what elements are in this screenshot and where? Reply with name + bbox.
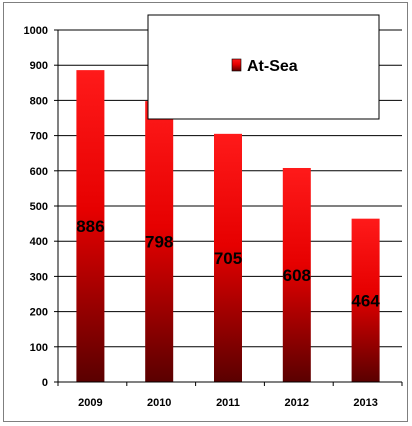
bar-2013 — [351, 218, 380, 382]
data-label-2013: 464 — [351, 291, 380, 310]
y-tick-label: 900 — [30, 60, 48, 72]
y-tick-label: 800 — [30, 95, 48, 107]
bar-2010 — [145, 101, 174, 382]
y-tick-label: 700 — [30, 131, 48, 143]
x-tick-label: 2012 — [285, 397, 309, 409]
y-tick-label: 600 — [30, 166, 48, 178]
legend: At-Sea — [147, 14, 380, 120]
y-tick-label: 100 — [30, 342, 48, 354]
y-tick-label: 500 — [30, 201, 48, 213]
bar-2009 — [76, 70, 105, 383]
y-tick-label: 1000 — [24, 25, 48, 37]
axes: 0 100 200 300 400 500 600 700 800 900 1000 2009 2010… — [24, 25, 403, 409]
data-label-2011: 705 — [214, 249, 242, 268]
x-tick-label: 2011 — [216, 397, 240, 409]
legend-swatch — [231, 58, 242, 72]
y-tick-label: 0 — [42, 377, 48, 389]
legend-label: At-Sea — [247, 58, 298, 75]
bar-2012 — [282, 167, 311, 382]
x-tick-label: 2010 — [147, 397, 171, 409]
data-label-2012: 608 — [283, 266, 311, 285]
data-label-2009: 886 — [76, 217, 104, 236]
y-tick-label: 400 — [30, 236, 48, 248]
y-tick-label: 300 — [30, 271, 48, 283]
legend-box — [147, 14, 380, 120]
data-label-2010: 798 — [145, 233, 173, 252]
x-tick-label: 2013 — [353, 397, 377, 409]
bar-2011 — [214, 133, 242, 382]
bars — [76, 70, 380, 383]
x-tick-label: 2009 — [78, 397, 102, 409]
y-tick-label: 200 — [30, 307, 48, 319]
data-labels: 886 798 705 608 464 — [76, 217, 380, 310]
